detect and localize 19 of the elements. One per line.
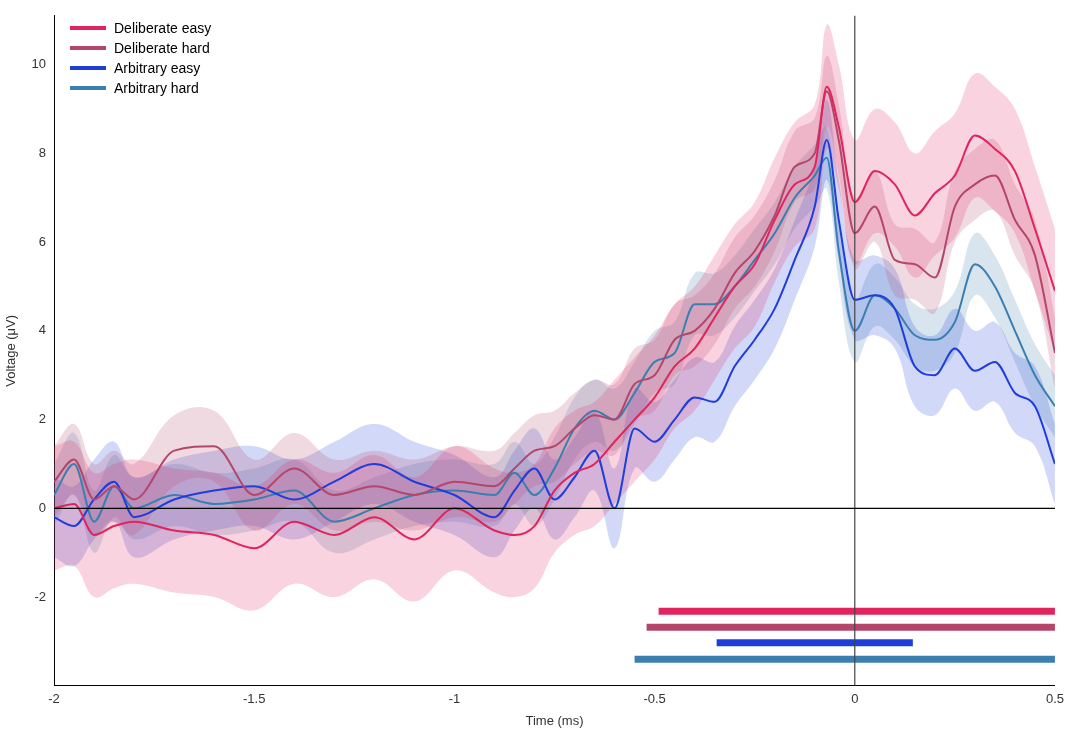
y-tick-label: -2 [34, 588, 47, 604]
x-tick-label: -1 [448, 691, 461, 707]
y-tick-label: 2 [38, 411, 47, 427]
legend-label: Deliberate hard [114, 40, 210, 56]
legend-label: Arbitrary hard [114, 80, 199, 96]
legend-label: Deliberate easy [114, 20, 212, 36]
x-tick-label: -1.5 [243, 691, 266, 707]
x-tick-label: -2 [48, 691, 60, 707]
y-tick-label: 0 [38, 499, 47, 515]
legend-label: Arbitrary easy [114, 60, 201, 76]
x-tick-label: 0.5 [1045, 691, 1064, 707]
y-tick-label: 4 [38, 322, 47, 338]
x-tick-label: -0.5 [643, 691, 666, 707]
y-tick-label: 8 [38, 144, 47, 160]
y-tick-label: 10 [31, 56, 47, 72]
x-tick-label: 0 [851, 691, 859, 707]
y-tick-label: 6 [38, 233, 47, 249]
y-axis-title: Voltage (μV) [3, 314, 19, 387]
x-axis-title: Time (ms) [525, 712, 584, 728]
